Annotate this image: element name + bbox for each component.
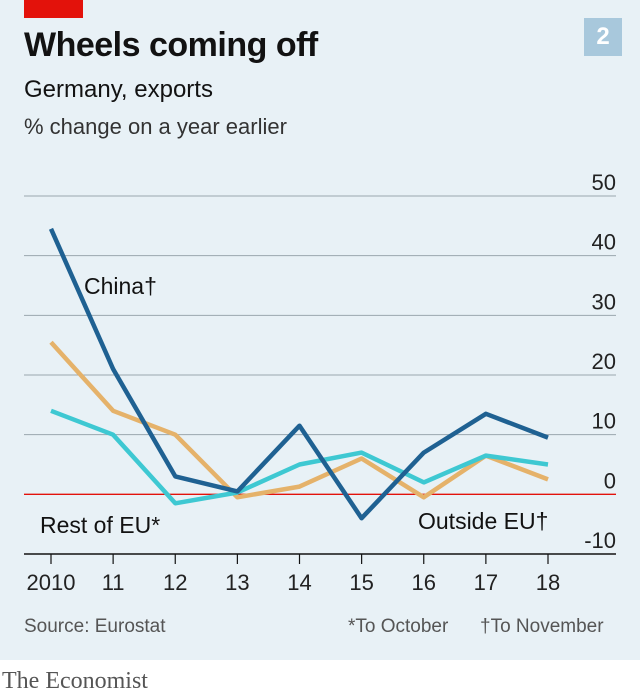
footnote-november: †To November xyxy=(480,616,604,637)
chart-subtitle: Germany, exports xyxy=(24,76,213,103)
series-label-outside-eu: Outside EU† xyxy=(418,508,548,534)
brand-wordmark: The Economist xyxy=(2,668,148,694)
chart-title: Wheels coming off xyxy=(24,26,318,64)
x-tick-label: 13 xyxy=(225,570,249,595)
y-tick-label: 40 xyxy=(592,230,616,255)
footnote-october: *To October xyxy=(348,616,449,637)
series-lines xyxy=(48,227,549,521)
y-tick-label: 0 xyxy=(604,468,616,493)
x-tick-label: 16 xyxy=(412,570,436,595)
y-tick-label: 30 xyxy=(592,289,616,314)
series-line-china xyxy=(48,227,549,521)
brand-tag xyxy=(24,0,83,18)
series-label-rest-of-eu: Rest of EU* xyxy=(40,512,160,538)
x-tick-label: 2010 xyxy=(27,570,76,595)
series-line-outside-eu xyxy=(50,408,549,506)
y-axis-ticks: 50 40 30 20 10 0 -10 xyxy=(584,170,616,553)
x-tick-label: 12 xyxy=(163,570,187,595)
y-tick-label: 10 xyxy=(592,409,616,434)
x-tick-label: 18 xyxy=(536,570,560,595)
x-axis-ticks: 2010 11 12 13 14 15 16 17 18 xyxy=(27,554,560,595)
chart-panel xyxy=(0,0,640,660)
series-line-rest-of-eu xyxy=(49,340,549,500)
y-tick-label: 50 xyxy=(592,170,616,195)
chart-number-badge: 2 xyxy=(584,18,622,56)
y-tick-label: 20 xyxy=(592,349,616,374)
series-label-china: China† xyxy=(84,273,157,299)
y-tick-label: -10 xyxy=(584,528,616,553)
x-tick-label: 17 xyxy=(474,570,498,595)
x-tick-label: 15 xyxy=(349,570,373,595)
source-note: Source: Eurostat xyxy=(24,616,166,637)
chart-unit: % change on a year earlier xyxy=(24,114,287,139)
x-tick-label: 14 xyxy=(287,570,311,595)
gridlines xyxy=(24,195,616,555)
x-tick-label: 11 xyxy=(102,570,125,595)
